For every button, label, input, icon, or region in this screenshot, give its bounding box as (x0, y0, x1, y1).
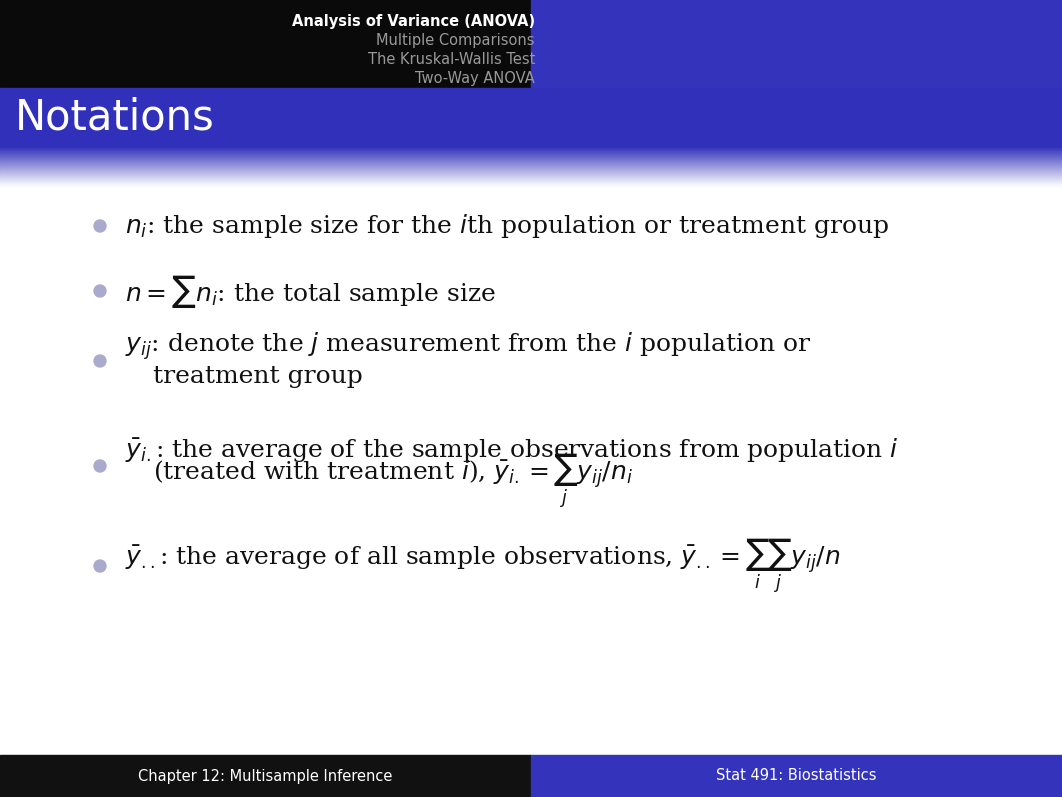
Bar (0, 166, 1062, 167)
Bar (0, 173, 1062, 174)
Text: $\bar{y}_{..}$: the average of all sample observations, $\bar{y}_{..} = \sum_i \: $\bar{y}_{..}$: the average of all sampl… (125, 536, 840, 595)
Bar (0, 168, 1062, 169)
Bar (0, 184, 1062, 185)
Circle shape (95, 285, 106, 297)
Bar (0, 151, 1062, 152)
Circle shape (95, 220, 106, 232)
Text: Analysis of Variance (ANOVA): Analysis of Variance (ANOVA) (292, 14, 535, 29)
Bar (0, 152, 1062, 153)
Bar (0, 176, 1062, 177)
Bar (0, 179, 1062, 180)
Text: (treated with treatment $i$), $\bar{y}_{i.} = \sum_j y_{ij}/n_i$: (treated with treatment $i$), $\bar{y}_{… (153, 451, 633, 511)
Bar (0, 180, 1062, 181)
Bar (0, 174, 1062, 175)
Bar (0, 163, 1062, 164)
Bar (0, 182, 1062, 183)
Circle shape (95, 460, 106, 472)
Text: $n = \sum n_i$: the total sample size: $n = \sum n_i$: the total sample size (125, 273, 496, 309)
Text: The Kruskal-Wallis Test: The Kruskal-Wallis Test (367, 52, 535, 67)
Bar (0, 146, 1062, 147)
Text: Chapter 12: Multisample Inference: Chapter 12: Multisample Inference (138, 768, 393, 783)
Bar (0, 755, 531, 797)
Bar (0, 88, 1062, 146)
Bar (0, 162, 1062, 163)
Bar (0, 0, 531, 88)
Bar (0, 160, 1062, 161)
Bar (0, 149, 1062, 150)
Bar (0, 164, 1062, 165)
Bar (0, 158, 1062, 159)
Bar (0, 161, 1062, 162)
Bar (531, 755, 1062, 797)
Text: Multiple Comparisons: Multiple Comparisons (377, 33, 535, 48)
Bar (0, 171, 1062, 172)
Bar (0, 148, 1062, 149)
Text: treatment group: treatment group (153, 364, 363, 387)
Bar (0, 154, 1062, 155)
Bar (0, 167, 1062, 168)
Circle shape (95, 355, 106, 367)
Bar (0, 147, 1062, 148)
Bar (0, 181, 1062, 182)
Text: $n_i$: the sample size for the $i$th population or treatment group: $n_i$: the sample size for the $i$th pop… (125, 212, 889, 240)
Bar (0, 172, 1062, 173)
Bar (0, 159, 1062, 160)
Bar (0, 165, 1062, 166)
Bar (0, 150, 1062, 151)
Text: Two-Way ANOVA: Two-Way ANOVA (415, 71, 535, 86)
Circle shape (95, 560, 106, 572)
Text: $\bar{y}_{i.}$: the average of the sample observations from population $i$: $\bar{y}_{i.}$: the average of the sampl… (125, 437, 898, 465)
Bar (0, 157, 1062, 158)
Bar (0, 177, 1062, 178)
Bar (531, 0, 1062, 88)
Bar (0, 153, 1062, 154)
Bar (0, 155, 1062, 156)
Bar (0, 156, 1062, 157)
Bar (0, 170, 1062, 171)
Bar (0, 146, 1062, 755)
Text: Notations: Notations (15, 96, 215, 138)
Bar (0, 185, 1062, 186)
Bar (0, 169, 1062, 170)
Bar (0, 183, 1062, 184)
Bar (0, 175, 1062, 176)
Text: Stat 491: Biostatistics: Stat 491: Biostatistics (716, 768, 877, 783)
Text: $y_{ij}$: denote the $j$ measurement from the $i$ population or: $y_{ij}$: denote the $j$ measurement fro… (125, 330, 811, 362)
Bar (0, 178, 1062, 179)
